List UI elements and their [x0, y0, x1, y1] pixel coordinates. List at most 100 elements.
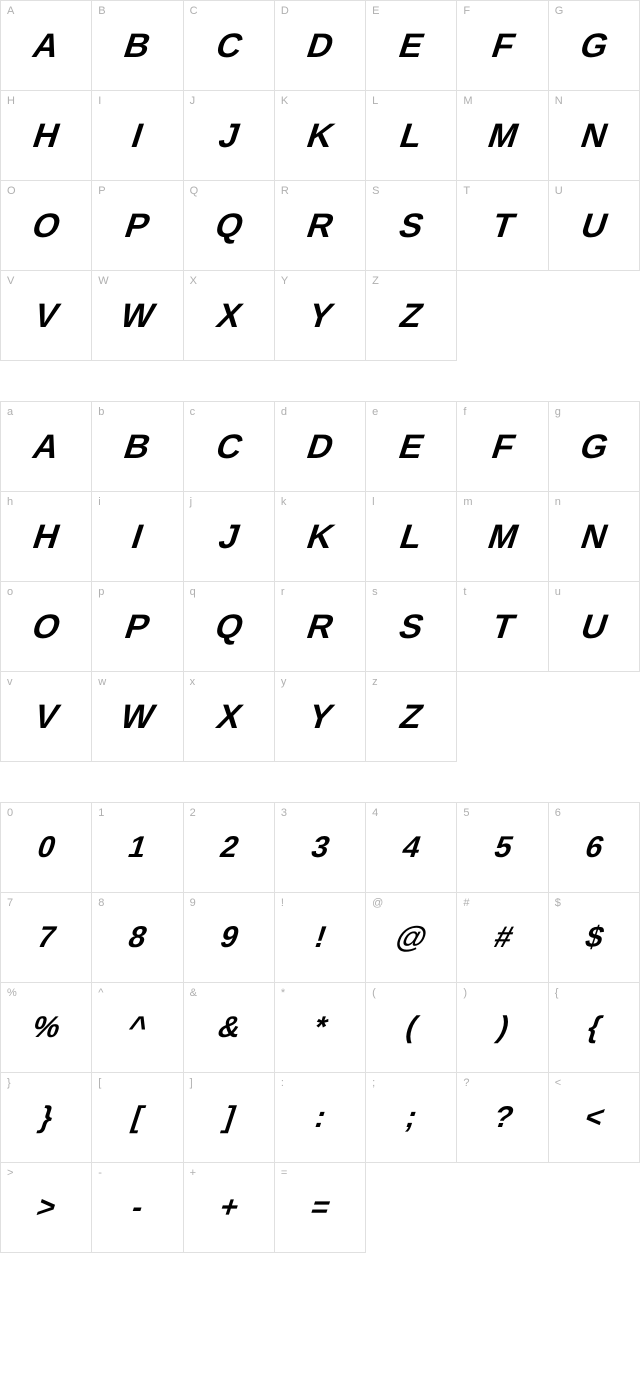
glyph: Y — [304, 299, 337, 333]
key-label: V — [7, 275, 14, 287]
key-label: Z — [372, 275, 379, 287]
key-label: < — [555, 1077, 561, 1089]
key-label: O — [7, 185, 16, 197]
glyph-cell: TT — [457, 181, 548, 271]
key-label: 1 — [98, 807, 104, 819]
key-label: T — [463, 185, 470, 197]
glyph: S — [395, 610, 428, 644]
key-label: = — [281, 1167, 287, 1179]
glyph: H — [29, 119, 64, 153]
glyph: K — [303, 119, 338, 153]
glyph-cell: 55 — [457, 803, 548, 893]
empty-cell — [549, 672, 640, 762]
glyph: X — [212, 700, 245, 734]
glyph-cell: ?? — [457, 1073, 548, 1163]
glyph-cell: !! — [275, 893, 366, 983]
glyph-cell: MM — [457, 91, 548, 181]
glyph: 3 — [307, 833, 332, 863]
key-label: U — [555, 185, 563, 197]
empty-cell — [457, 271, 548, 361]
key-label: I — [98, 95, 101, 107]
glyph-cell: 77 — [1, 893, 92, 983]
key-label: J — [190, 95, 196, 107]
glyph-cell: ]] — [184, 1073, 275, 1163]
glyph-cell: YY — [275, 271, 366, 361]
glyph: ! — [311, 923, 330, 953]
glyph-cell: PP — [92, 181, 183, 271]
key-label: w — [98, 676, 106, 688]
glyph: 2 — [216, 833, 241, 863]
glyph-cell: II — [92, 91, 183, 181]
glyph: G — [576, 430, 613, 464]
glyph: ; — [402, 1103, 421, 1133]
key-label: r — [281, 586, 285, 598]
glyph-cell: 99 — [184, 893, 275, 983]
key-label: t — [463, 586, 466, 598]
glyph: } — [36, 1103, 56, 1133]
glyph-cell: 66 — [549, 803, 640, 893]
glyph: { — [584, 1013, 604, 1043]
glyph-cell: gG — [549, 402, 640, 492]
glyph-cell: 11 — [92, 803, 183, 893]
glyph-cell: cC — [184, 402, 275, 492]
key-label: K — [281, 95, 288, 107]
glyph: D — [303, 430, 338, 464]
glyph: L — [396, 520, 427, 554]
key-label: @ — [372, 897, 383, 909]
glyph: G — [576, 29, 613, 63]
key-label: W — [98, 275, 108, 287]
key-label: > — [7, 1167, 13, 1179]
glyph-cell: xX — [184, 672, 275, 762]
glyph-cell: [[ — [92, 1073, 183, 1163]
key-label: s — [372, 586, 378, 598]
glyph: C — [211, 29, 246, 63]
glyph: V — [30, 700, 63, 734]
glyph-cell: VV — [1, 271, 92, 361]
key-label: z — [372, 676, 378, 688]
glyph: M — [483, 520, 521, 554]
key-label: L — [372, 95, 378, 107]
key-label: i — [98, 496, 100, 508]
glyph: ^ — [124, 1013, 150, 1043]
key-label: : — [281, 1077, 284, 1089]
glyph-cell: $$ — [549, 893, 640, 983]
empty-cell — [457, 1163, 548, 1253]
glyph: C — [211, 430, 246, 464]
key-label: ? — [463, 1077, 469, 1089]
glyph-cell: @@ — [366, 893, 457, 983]
key-label: l — [372, 496, 374, 508]
glyph: ) — [493, 1013, 512, 1043]
key-label: E — [372, 5, 379, 17]
glyph: O — [28, 610, 65, 644]
glyph: A — [29, 29, 64, 63]
empty-cell — [366, 1163, 457, 1253]
glyph: & — [213, 1013, 243, 1043]
key-label: * — [281, 987, 285, 999]
glyph-cell: {{ — [549, 983, 640, 1073]
glyph-cell: HH — [1, 91, 92, 181]
glyph-cell: EE — [366, 1, 457, 91]
glyph: P — [121, 209, 154, 243]
glyph-cell: LL — [366, 91, 457, 181]
key-label: h — [7, 496, 13, 508]
glyph-cell: bB — [92, 402, 183, 492]
glyph-cell: aA — [1, 402, 92, 492]
key-label: M — [463, 95, 472, 107]
glyph-cell: eE — [366, 402, 457, 492]
glyph-cell: )) — [457, 983, 548, 1073]
key-label: R — [281, 185, 289, 197]
glyph-cell: 88 — [92, 893, 183, 983]
key-label: b — [98, 406, 104, 418]
glyph: Z — [396, 299, 427, 333]
glyph: = — [307, 1193, 333, 1223]
key-label: G — [555, 5, 564, 17]
key-label: 8 — [98, 897, 104, 909]
glyph-cell: pP — [92, 582, 183, 672]
glyph: H — [29, 520, 64, 554]
glyph-cell: DD — [275, 1, 366, 91]
glyph-cell: mM — [457, 492, 548, 582]
key-label: y — [281, 676, 287, 688]
key-label: [ — [98, 1077, 101, 1089]
glyph: N — [577, 520, 612, 554]
empty-cell — [549, 271, 640, 361]
